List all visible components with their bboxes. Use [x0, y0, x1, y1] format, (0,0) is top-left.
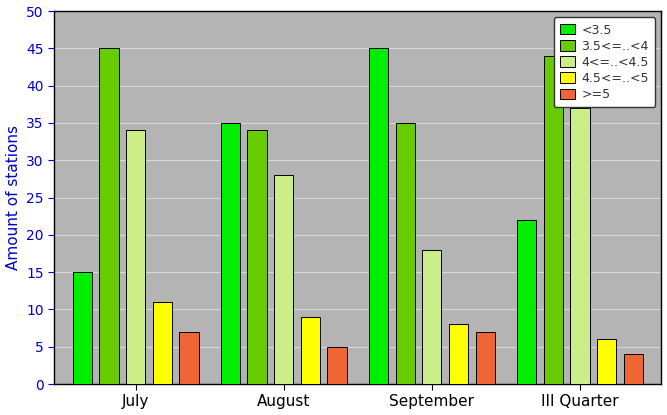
Bar: [396, 123, 415, 384]
Bar: [327, 347, 347, 384]
Bar: [624, 354, 643, 384]
Bar: [221, 123, 240, 384]
Bar: [301, 317, 320, 384]
Bar: [476, 332, 495, 384]
Bar: [449, 325, 468, 384]
Bar: [597, 339, 616, 384]
Y-axis label: Amount of stations: Amount of stations: [5, 125, 21, 270]
Legend: <3.5, 3.5<=..<4, 4<=..<4.5, 4.5<=..<5, >=5: <3.5, 3.5<=..<4, 4<=..<4.5, 4.5<=..<5, >…: [554, 17, 655, 107]
Bar: [544, 56, 563, 384]
Bar: [126, 130, 145, 384]
Bar: [247, 130, 267, 384]
Bar: [99, 49, 119, 384]
Bar: [570, 108, 590, 384]
Bar: [422, 250, 442, 384]
Bar: [517, 220, 536, 384]
Bar: [179, 332, 199, 384]
Bar: [153, 302, 172, 384]
Bar: [274, 175, 293, 384]
Bar: [73, 272, 92, 384]
Bar: [369, 49, 388, 384]
